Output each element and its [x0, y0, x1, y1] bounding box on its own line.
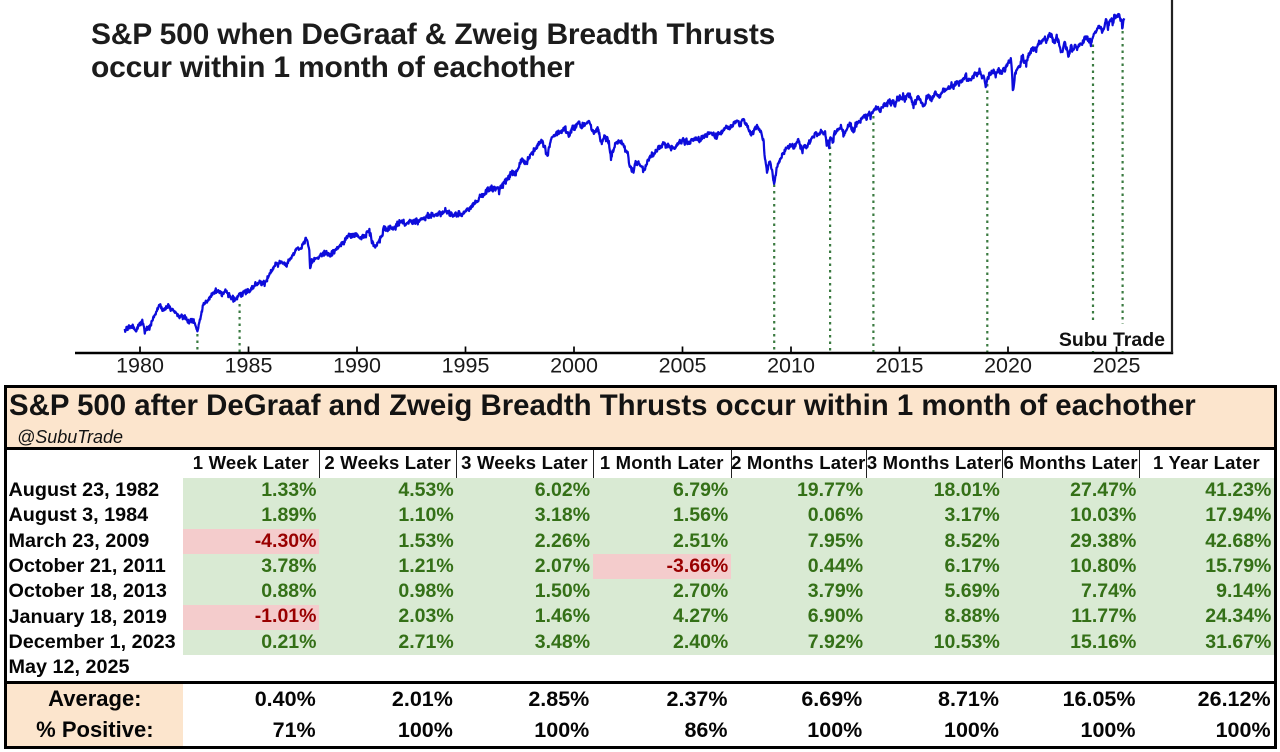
svg-text:2015: 2015 — [876, 354, 924, 378]
svg-text:Subu Trade: Subu Trade — [1059, 329, 1165, 351]
svg-text:1990: 1990 — [333, 354, 381, 378]
svg-text:2025: 2025 — [1093, 354, 1141, 378]
svg-text:2000: 2000 — [550, 354, 598, 378]
svg-text:1985: 1985 — [225, 354, 273, 378]
svg-text:occur within 1 month of eachot: occur within 1 month of eachother — [91, 51, 575, 84]
svg-text:S&P 500 when DeGraaf & Zweig B: S&P 500 when DeGraaf & Zweig Breadth Thr… — [91, 18, 775, 51]
svg-text:1980: 1980 — [116, 354, 164, 378]
svg-text:1995: 1995 — [442, 354, 490, 378]
svg-text:2005: 2005 — [659, 354, 707, 378]
svg-text:2010: 2010 — [767, 354, 815, 378]
svg-text:2020: 2020 — [984, 354, 1032, 378]
